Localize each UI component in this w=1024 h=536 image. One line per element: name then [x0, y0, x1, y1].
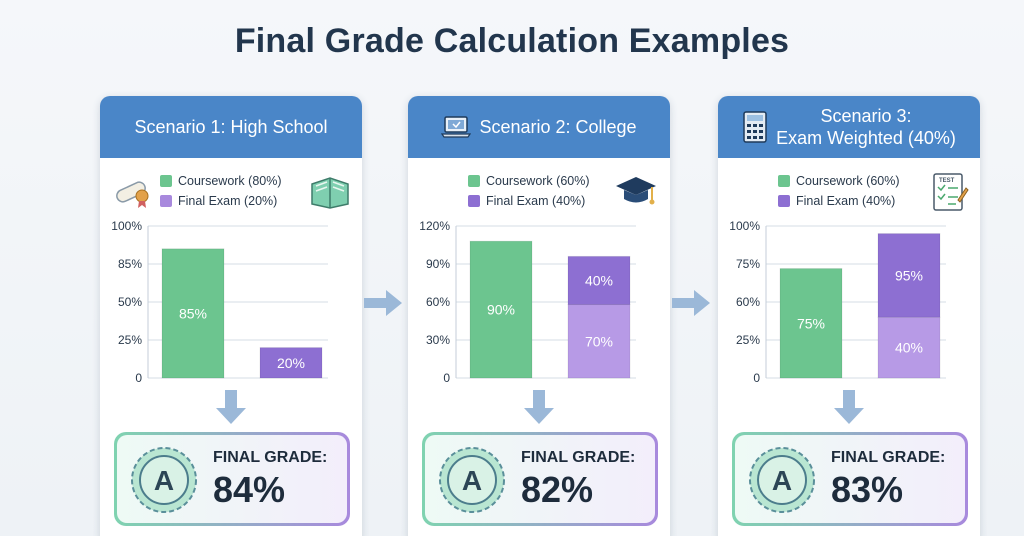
legend-swatch — [468, 195, 480, 207]
laptop-icon — [441, 116, 472, 138]
final-grade-label: FINAL GRADE: — [521, 449, 636, 466]
final-grade-box: A FINAL GRADE: 84% — [114, 432, 350, 526]
legend-swatch — [160, 195, 172, 207]
y-tick-label: 0 — [753, 371, 760, 384]
chart-legend: Coursework (60%) Final Exam (40%) TEST — [718, 170, 980, 214]
bar-value-label: 40% — [895, 340, 923, 356]
scenario-header: Scenario 3: Exam Weighted (40%) — [718, 96, 980, 158]
grade-badge-icon: A — [439, 447, 505, 513]
bar-value-label: 90% — [487, 302, 515, 318]
bar-value-label: 95% — [895, 267, 923, 283]
legend-label: Final Exam (20%) — [178, 194, 278, 208]
final-grade-value: 83% — [831, 469, 904, 510]
y-tick-label: 0 — [443, 371, 450, 384]
y-tick-label: 60% — [736, 295, 760, 309]
legend-label: Coursework (60%) — [796, 174, 900, 188]
chart-legend: Coursework (80%) Final Exam (20%) — [100, 170, 362, 214]
calculator-icon — [743, 111, 767, 143]
grade-badge-icon: A — [749, 447, 815, 513]
scenario-title: Scenario 1: High School — [134, 117, 328, 137]
down-arrow-icon — [524, 390, 554, 424]
bar-coursework — [161, 248, 225, 379]
bar-final-exam — [567, 304, 631, 379]
down-arrow-icon — [834, 390, 864, 424]
final-grade-label: FINAL GRADE: — [831, 449, 946, 466]
scenario-header: Scenario 2: College — [408, 96, 670, 158]
legend-swatch — [468, 175, 480, 187]
final-grade-value: 82% — [521, 469, 594, 510]
bar-final-exam — [877, 233, 941, 318]
bar-value-label: 75% — [797, 315, 825, 331]
bar-final-exam — [567, 255, 631, 306]
final-grade-box: A FINAL GRADE: 83% — [732, 432, 968, 526]
bar-value-label: 40% — [585, 272, 613, 288]
y-tick-label: 30% — [426, 333, 450, 347]
y-tick-label: 100% — [111, 219, 142, 233]
legend-label: Coursework (80%) — [178, 174, 282, 188]
legend-swatch — [778, 195, 790, 207]
scenario-header: Scenario 1: High School — [100, 96, 362, 158]
legend-coursework: Coursework (60%) — [778, 174, 900, 188]
right-arrow-icon — [364, 290, 402, 316]
bar-coursework — [779, 268, 843, 379]
badge-letter: A — [462, 465, 482, 496]
scenario-title: Scenario 2: College — [479, 117, 637, 137]
scenario-card-exam-weighted: Scenario 3: Exam Weighted (40%) Coursewo… — [718, 96, 980, 536]
y-tick-label: 85% — [118, 257, 142, 271]
book-icon — [311, 177, 349, 209]
bar-final-exam — [259, 347, 323, 379]
legend-label: Final Exam (40%) — [796, 194, 896, 208]
y-tick-label: 120% — [419, 219, 450, 233]
bar-chart: 100% 85% 50% 25% 0 85% 20% — [111, 219, 328, 384]
legend-label: Final Exam (40%) — [486, 194, 586, 208]
legend-final-exam: Final Exam (20%) — [160, 194, 277, 208]
scenario-subtitle: Exam Weighted (40%) — [776, 128, 956, 148]
diploma-icon — [116, 181, 149, 208]
bar-final-exam — [877, 316, 941, 379]
bar-value-label: 20% — [277, 355, 305, 371]
final-grade-box: A FINAL GRADE: 82% — [422, 432, 658, 526]
y-tick-label: 25% — [736, 333, 760, 347]
bar-chart: 100% 75% 60% 25% 0 75% 40% 95% — [729, 219, 946, 384]
legend-final-exam: Final Exam (40%) — [468, 194, 585, 208]
legend-coursework: Coursework (80%) — [160, 174, 282, 188]
legend-label: Coursework (60%) — [486, 174, 590, 188]
y-tick-label: 75% — [736, 257, 760, 271]
scenario-card-high-school: Scenario 1: High School Coursework (80%)… — [100, 96, 362, 536]
legend-swatch — [778, 175, 790, 187]
bar-value-label: 85% — [179, 305, 207, 321]
y-tick-label: 90% — [426, 257, 450, 271]
legend-coursework: Coursework (60%) — [468, 174, 590, 188]
y-tick-label: 50% — [118, 295, 142, 309]
chart-legend: Coursework (60%) Final Exam (40%) — [408, 170, 670, 214]
grade-badge-icon: A — [131, 447, 197, 513]
final-grade-label: FINAL GRADE: — [213, 449, 328, 466]
legend-swatch — [160, 175, 172, 187]
test-paper-icon: TEST — [933, 173, 969, 211]
scenario-title: Scenario 3: — [820, 106, 912, 126]
legend-final-exam: Final Exam (40%) — [778, 194, 895, 208]
bar-coursework — [469, 240, 533, 379]
test-paper-label: TEST — [939, 178, 955, 184]
bar-value-label: 70% — [585, 333, 613, 349]
y-tick-label: 0 — [135, 371, 142, 384]
final-grade-value: 84% — [213, 469, 286, 510]
badge-letter: A — [154, 465, 174, 496]
down-arrow-icon — [216, 390, 246, 424]
y-tick-label: 60% — [426, 295, 450, 309]
y-tick-label: 25% — [118, 333, 142, 347]
badge-letter: A — [772, 465, 792, 496]
page-title: Final Grade Calculation Examples — [234, 22, 790, 60]
graduation-cap-icon — [616, 177, 656, 205]
bar-chart: 120% 90% 60% 30% 0 90% 70% 40% — [419, 219, 636, 384]
y-tick-label: 100% — [729, 219, 760, 233]
right-arrow-icon — [672, 290, 710, 316]
scenario-card-college: Scenario 2: College Coursework (60%) Fin… — [408, 96, 670, 536]
